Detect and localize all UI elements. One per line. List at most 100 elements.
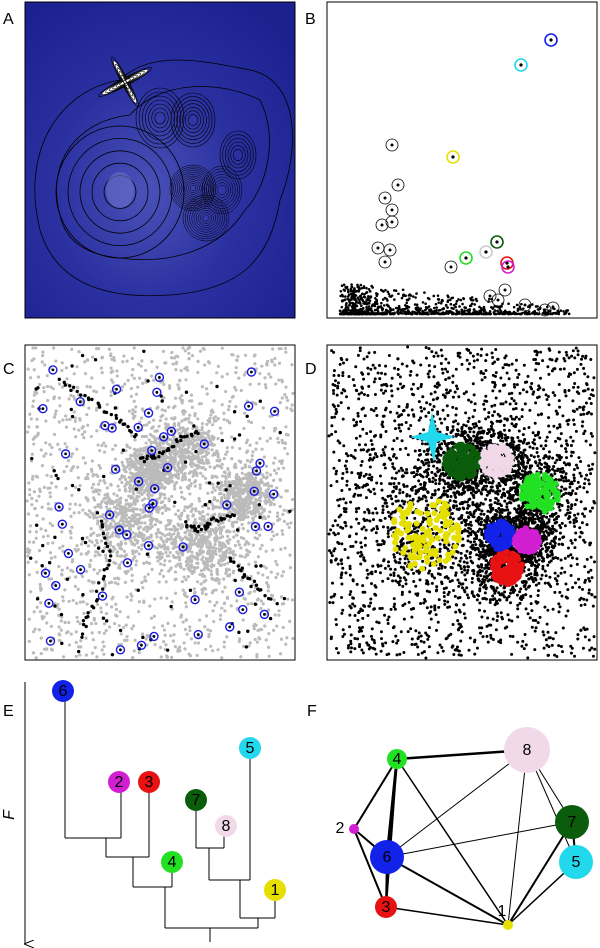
point <box>503 288 507 292</box>
point <box>116 582 120 586</box>
point <box>174 438 179 442</box>
point <box>521 307 525 310</box>
point <box>288 509 292 513</box>
point <box>172 504 176 508</box>
point <box>170 479 174 484</box>
point <box>187 345 192 349</box>
point <box>191 474 195 478</box>
point <box>276 572 280 576</box>
point <box>274 471 279 475</box>
point <box>184 618 188 622</box>
point <box>142 423 146 427</box>
point <box>259 505 264 509</box>
point <box>343 298 347 302</box>
point <box>261 426 266 430</box>
point <box>173 644 177 649</box>
point <box>273 613 277 617</box>
point <box>84 496 88 500</box>
center-ring <box>491 293 505 307</box>
point <box>71 385 76 389</box>
point <box>54 485 58 489</box>
point <box>199 471 203 475</box>
point <box>57 638 61 643</box>
point <box>92 567 96 572</box>
point <box>105 602 109 606</box>
point <box>72 427 76 431</box>
point <box>211 482 215 486</box>
point <box>74 654 78 659</box>
point <box>172 624 177 628</box>
point <box>350 471 354 475</box>
point <box>353 297 356 300</box>
point <box>237 479 241 484</box>
point <box>360 286 364 290</box>
point <box>158 474 162 478</box>
point <box>135 466 139 470</box>
point <box>186 575 190 579</box>
point <box>236 564 240 568</box>
point <box>164 477 168 481</box>
point <box>421 301 425 304</box>
point <box>155 509 159 513</box>
point <box>361 306 365 310</box>
point <box>130 579 134 583</box>
point <box>273 456 277 460</box>
point <box>132 346 136 350</box>
center-ring <box>75 564 86 575</box>
point <box>102 497 106 501</box>
point <box>71 598 75 603</box>
point <box>272 478 276 482</box>
point <box>245 504 249 508</box>
point <box>237 475 241 479</box>
point <box>278 459 282 463</box>
point <box>501 311 505 315</box>
point <box>242 373 246 377</box>
point <box>182 440 186 444</box>
point <box>374 406 378 410</box>
point <box>437 301 440 304</box>
point <box>201 560 206 565</box>
point <box>349 650 353 654</box>
point <box>485 312 488 315</box>
point <box>239 655 243 659</box>
point <box>176 562 180 566</box>
center-ring <box>60 449 71 459</box>
point <box>206 418 210 423</box>
point <box>551 306 555 310</box>
point <box>181 346 185 350</box>
point <box>177 524 181 528</box>
point <box>183 591 187 595</box>
point <box>137 362 141 366</box>
center-ring <box>243 401 254 411</box>
point <box>69 393 73 398</box>
point <box>270 530 274 534</box>
contour <box>191 203 221 233</box>
point <box>255 640 259 644</box>
point <box>42 647 47 651</box>
point <box>69 455 73 459</box>
contour <box>122 78 128 86</box>
point <box>114 416 119 420</box>
point <box>166 447 170 451</box>
point <box>533 312 536 316</box>
point <box>131 367 135 372</box>
point <box>258 371 262 376</box>
point <box>152 614 156 618</box>
point <box>159 562 163 566</box>
point <box>145 454 150 458</box>
point <box>115 550 120 554</box>
point <box>232 529 236 534</box>
point <box>488 297 491 301</box>
point <box>211 486 216 490</box>
point <box>61 599 65 603</box>
point <box>145 479 149 484</box>
point <box>213 452 217 457</box>
point <box>34 536 38 540</box>
point <box>341 374 345 378</box>
point <box>221 520 225 525</box>
point <box>40 464 45 468</box>
point <box>147 561 152 565</box>
point <box>233 543 237 548</box>
point <box>280 396 284 400</box>
center-ring <box>222 500 232 510</box>
